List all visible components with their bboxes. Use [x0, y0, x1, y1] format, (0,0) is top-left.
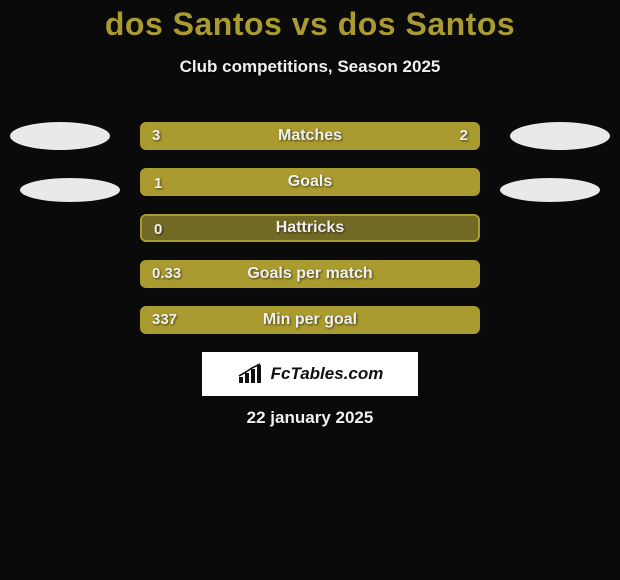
chart-icon [237, 363, 265, 385]
stat-row: Goals1 [140, 168, 480, 196]
stat-label: Goals [142, 173, 478, 191]
stat-row: Matches3 2 [140, 122, 480, 150]
stat-row: Goals per match0.33 [140, 260, 480, 288]
subtitle: Club competitions, Season 2025 [0, 57, 620, 77]
avatar-placeholder-right-1 [510, 122, 610, 150]
page-title: dos Santos vs dos Santos [0, 0, 620, 43]
stat-value-left: 337 [140, 306, 189, 334]
stat-value-left: 1 [142, 170, 174, 198]
stat-row: Hattricks0 [140, 214, 480, 242]
stat-value-left: 0 [142, 216, 174, 244]
stat-value-right: 2 [448, 122, 480, 150]
avatar-placeholder-right-2 [500, 178, 600, 202]
avatar-placeholder-left-2 [20, 178, 120, 202]
stats-rows: Matches3 2 Goals1 Hattricks0 Goals per match… [140, 122, 480, 334]
stat-value-left: 3 [140, 122, 172, 150]
stat-row: Min per goal337 [140, 306, 480, 334]
stat-label: Min per goal [140, 311, 480, 329]
source-logo: FcTables.com [202, 352, 418, 396]
avatar-placeholder-left-1 [10, 122, 110, 150]
stat-value-left: 0.33 [140, 260, 193, 288]
stat-label: Hattricks [142, 219, 478, 237]
infographic-container: dos Santos vs dos Santos Club competitio… [0, 0, 620, 580]
date-label: 22 january 2025 [0, 408, 620, 428]
source-logo-text: FcTables.com [271, 364, 384, 384]
stat-label: Matches [140, 127, 480, 145]
